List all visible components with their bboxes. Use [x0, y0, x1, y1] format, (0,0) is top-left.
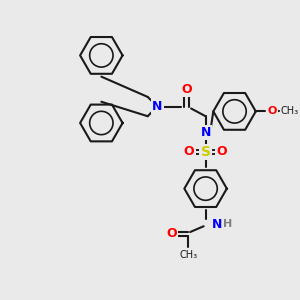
Text: S: S: [201, 145, 211, 159]
Text: N: N: [200, 126, 211, 139]
Text: O: O: [181, 83, 192, 96]
Text: O: O: [217, 146, 227, 158]
Text: O: O: [167, 227, 177, 241]
Text: CH₃: CH₃: [281, 106, 299, 116]
Text: O: O: [184, 146, 194, 158]
Text: O: O: [267, 106, 277, 116]
Text: H: H: [223, 219, 232, 229]
Text: N: N: [152, 100, 163, 113]
Text: NH: NH: [212, 218, 232, 231]
Text: CH₃: CH₃: [179, 250, 197, 260]
